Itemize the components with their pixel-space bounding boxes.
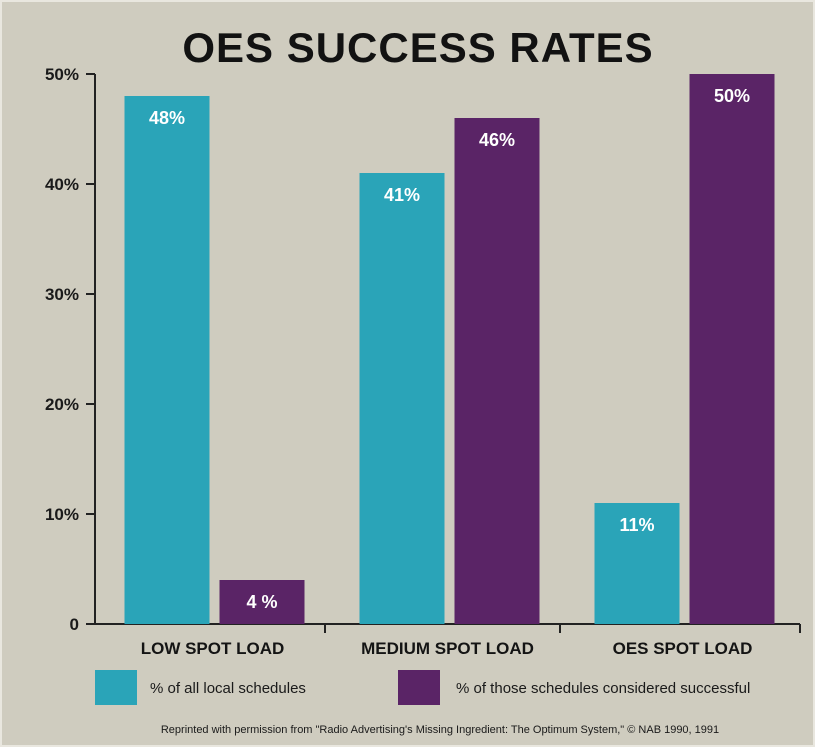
bar-data-label: 50% [714, 86, 750, 106]
y-tick-label: 10% [45, 505, 79, 524]
legend-swatch [398, 670, 440, 705]
bar-successful-schedules [219, 580, 305, 624]
legend-label: % of those schedules considered successf… [456, 680, 750, 697]
source-note: Reprinted with permission from "Radio Ad… [161, 724, 719, 736]
category-label: LOW SPOT LOAD [141, 639, 285, 658]
legend: % of all local schedules % of those sched… [95, 670, 750, 705]
bar-all-schedules [124, 96, 210, 624]
y-ticks: 0 10% 20% 30% 40% 50% [45, 65, 95, 634]
axes [94, 74, 801, 633]
bar-data-label: 48% [149, 108, 185, 128]
bar-successful-schedules [454, 118, 540, 624]
y-tick-label: 40% [45, 175, 79, 194]
chart-title: OES SUCCESS RATES [182, 24, 653, 71]
bar-data-label: 41% [384, 185, 420, 205]
bar-data-label: 11% [619, 515, 654, 535]
legend-label: % of all local schedules [150, 680, 306, 697]
legend-swatch [95, 670, 137, 705]
bar-data-label: 4 % [246, 592, 277, 612]
y-tick-label: 30% [45, 285, 79, 304]
bar-successful-schedules [689, 74, 775, 624]
y-tick-label: 20% [45, 395, 79, 414]
bar-data-label: 46% [479, 130, 515, 150]
category-label: MEDIUM SPOT LOAD [361, 639, 534, 658]
bar-all-schedules [594, 503, 680, 624]
bar-all-schedules [359, 173, 445, 624]
category-labels: LOW SPOT LOAD MEDIUM SPOT LOAD OES SPOT LO… [141, 639, 753, 658]
bars: 48% 4 % 41% 46% 11% 50% [124, 74, 775, 624]
y-tick-label: 50% [45, 65, 79, 84]
y-tick-label: 0 [70, 615, 79, 634]
category-label: OES SPOT LOAD [613, 639, 753, 658]
